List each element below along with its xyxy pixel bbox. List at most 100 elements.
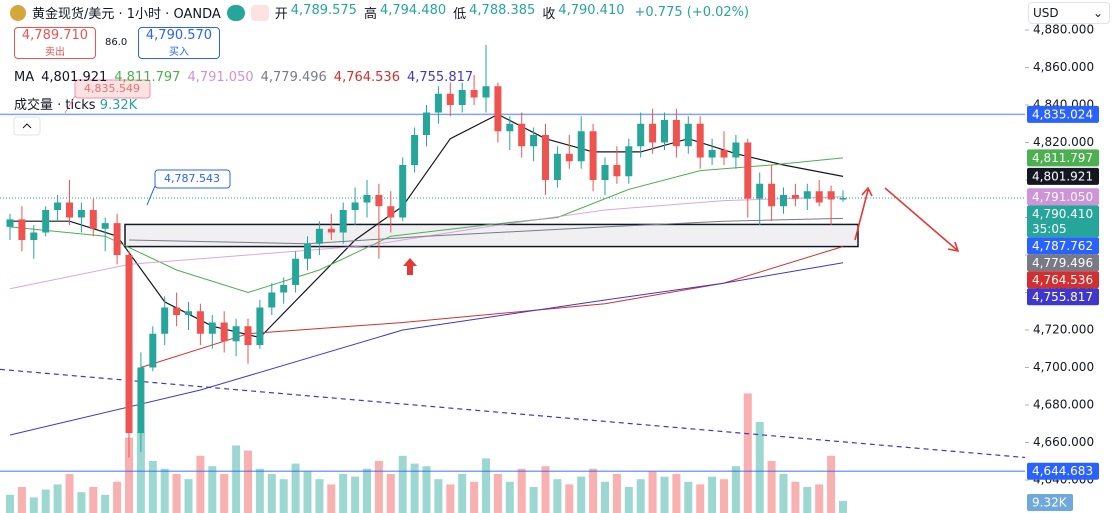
- arrows: [854, 186, 960, 253]
- candle-body: [256, 307, 264, 345]
- candle-body: [827, 191, 835, 200]
- ma-value: 4,791.050: [187, 70, 254, 85]
- price-label: 4,801.921: [1032, 169, 1093, 183]
- price-label-bg: [1027, 167, 1099, 185]
- candle-body: [803, 191, 811, 199]
- candle-body: [684, 123, 692, 147]
- chevron: [22, 123, 32, 129]
- trend-line: [0, 368, 1026, 459]
- volume-bar: [648, 471, 657, 513]
- y-tick-label: 4,720.000: [1033, 323, 1094, 337]
- countdown: 35:05: [1032, 222, 1067, 236]
- candle-body: [506, 123, 514, 132]
- ma-value: 4,811.797: [114, 70, 181, 85]
- volume-bar: [743, 393, 752, 513]
- candle-body: [423, 112, 430, 135]
- volume-bar: [612, 474, 621, 513]
- candle-body: [518, 123, 526, 147]
- volume-bar: [160, 468, 169, 513]
- candle-body: [732, 142, 740, 158]
- candle-body: [137, 367, 145, 434]
- status-icon: [250, 4, 269, 21]
- volume-label-bg: [1027, 494, 1073, 511]
- ohlc-key: 开: [274, 7, 288, 22]
- price-label: 4,644.683: [1032, 464, 1093, 478]
- volume-bar: [696, 484, 705, 513]
- candle-body: [839, 197, 847, 200]
- volume-bar: [482, 458, 490, 513]
- currency-select[interactable]: USD ⌄: [1028, 2, 1110, 24]
- price-label-bg: [1027, 188, 1099, 206]
- volume-bar: [125, 437, 133, 513]
- candle-body: [101, 223, 109, 229]
- volume-bar: [255, 468, 264, 513]
- buy-button[interactable]: 4,790.570 买入: [138, 27, 220, 59]
- price-label-bg: [1027, 254, 1099, 272]
- candle-body: [268, 292, 276, 308]
- candle-body: [351, 202, 359, 210]
- ohlc: 开 4,789.575 高 4,794.480 低 4,788.385 收 4,790.410: [275, 3, 629, 22]
- volume-bar: [458, 474, 467, 513]
- candle-body: [232, 326, 240, 342]
- ma-line: [9, 157, 844, 294]
- candle-body: [720, 150, 728, 158]
- volume-bar: [636, 479, 645, 513]
- volume-bar: [660, 476, 669, 513]
- candle-body: [565, 153, 573, 162]
- annotation-pointer: [64, 95, 76, 114]
- up-arrow: [403, 258, 417, 275]
- candle-body: [542, 135, 549, 180]
- volume-bar: [398, 455, 407, 513]
- candle-body: [375, 195, 383, 207]
- volume-bar: [767, 461, 776, 513]
- ma-value: 4,755.817: [406, 70, 474, 85]
- candle-body: [530, 135, 538, 147]
- ohlc-value: 4,788.385: [469, 3, 536, 18]
- volume-bar: [529, 487, 538, 513]
- candle-body: [244, 326, 252, 345]
- volume-bar: [720, 479, 728, 513]
- volume-bar: [755, 422, 764, 513]
- annotation-box: [74, 79, 151, 99]
- candle-body: [494, 86, 502, 132]
- volume-bar: [541, 466, 550, 513]
- candle-body: [780, 195, 787, 207]
- ma-value: 4,764.536: [333, 70, 400, 85]
- candle-body: [280, 285, 288, 293]
- candle-body: [577, 131, 585, 162]
- candle-body: [185, 311, 192, 315]
- candle-body: [661, 120, 668, 143]
- sell-button[interactable]: 4,789.710 卖出: [14, 27, 96, 59]
- candle-body: [589, 131, 597, 180]
- volume-bar: [791, 481, 800, 513]
- volume-bar: [315, 479, 324, 513]
- volume-bar: [65, 474, 74, 513]
- candle-body: [6, 219, 14, 227]
- ohlc-value: 4,789.575: [290, 3, 357, 18]
- price-label-bg: [1027, 271, 1099, 289]
- volume-bar: [553, 479, 562, 513]
- collapse-button[interactable]: [13, 116, 41, 136]
- candle-body: [363, 195, 371, 203]
- volume-bar: [172, 474, 181, 513]
- candle-body: [696, 123, 704, 158]
- volume-bar: [196, 455, 205, 513]
- volume-label: 成交量 · ticks: [14, 98, 96, 113]
- volume-bar: [827, 455, 836, 513]
- volume-bar: [53, 484, 62, 513]
- price-label: 4,835.024: [1032, 107, 1093, 121]
- ohlc-value: 4,790.410: [558, 3, 625, 18]
- candle-body: [30, 232, 38, 240]
- ma-value: 4,779.496: [260, 70, 327, 85]
- sell-label: 卖出: [45, 47, 65, 58]
- volume-bar: [208, 466, 217, 513]
- candle-body: [292, 258, 300, 285]
- symbol-row: 黄金现货/美元 · 1小时 · OANDA 开 4,789.575 高 4,794.4…: [10, 3, 749, 22]
- volume-bar: [684, 481, 693, 513]
- volume-bar: [493, 474, 502, 513]
- ma-line: [9, 262, 844, 436]
- volume-bar: [708, 476, 717, 513]
- symbol: 黄金现货/美元 · 1小时 · OANDA: [32, 7, 221, 22]
- ma-legend: MA 4,801.921 4,811.797 4,791.050 4,779.496 4,…: [14, 70, 473, 85]
